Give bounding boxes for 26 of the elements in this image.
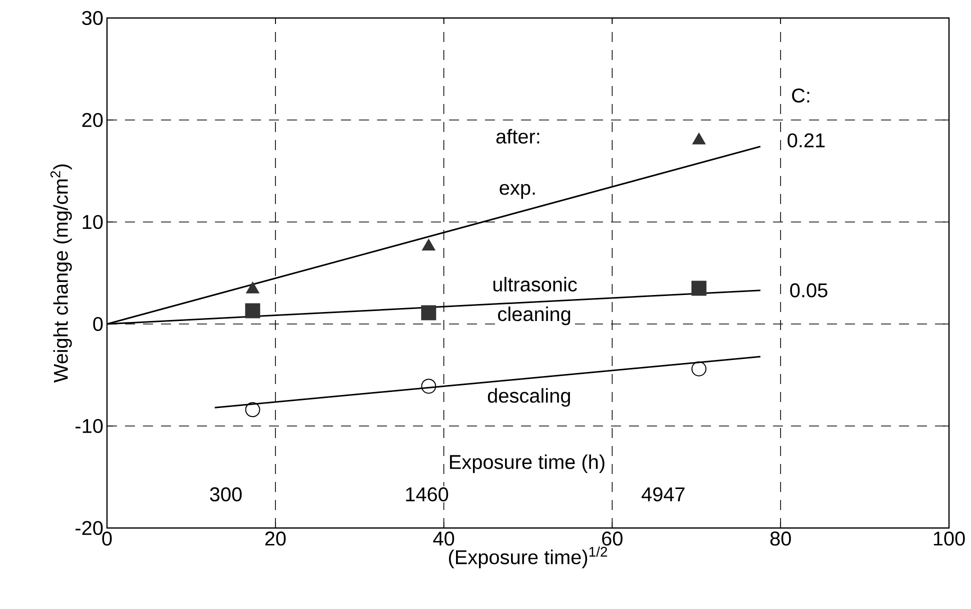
y-tick-label: -20	[76, 520, 103, 536]
annotation: exp.	[500, 184, 535, 199]
x-tick-label: 80	[770, 532, 791, 546]
annotation: 300	[210, 487, 242, 502]
x-tick-label: 60	[602, 532, 622, 546]
annotation: Exposure time (h)	[450, 454, 604, 474]
annotation: 0.21	[788, 133, 825, 148]
annotation: 0.05	[790, 283, 828, 298]
x-tick-label: 100	[934, 532, 965, 546]
y-axis-title: Weight change (mg/cm$^{2}$)	[50, 164, 72, 383]
annotation: ultrasonic	[493, 276, 577, 292]
annotation: C:	[792, 88, 810, 103]
annotation: descaling	[488, 388, 570, 407]
x-tick-label: 20	[265, 532, 286, 546]
y-tick-label: 10	[82, 214, 103, 230]
annotation: cleaning	[498, 306, 570, 326]
annotation: after:	[496, 129, 540, 144]
y-tick-label: 30	[82, 10, 103, 26]
annotation: 1460	[406, 487, 448, 502]
x-tick-label: 0	[102, 532, 112, 546]
y-tick-label: 20	[82, 112, 103, 128]
annotation: 4947	[642, 487, 684, 502]
x-axis-title: (Exposure time)$^{1/2}$	[448, 546, 608, 568]
y-tick-label: -10	[76, 418, 103, 434]
x-tick-label: 40	[433, 532, 454, 546]
y-tick-label: 0	[93, 316, 103, 332]
